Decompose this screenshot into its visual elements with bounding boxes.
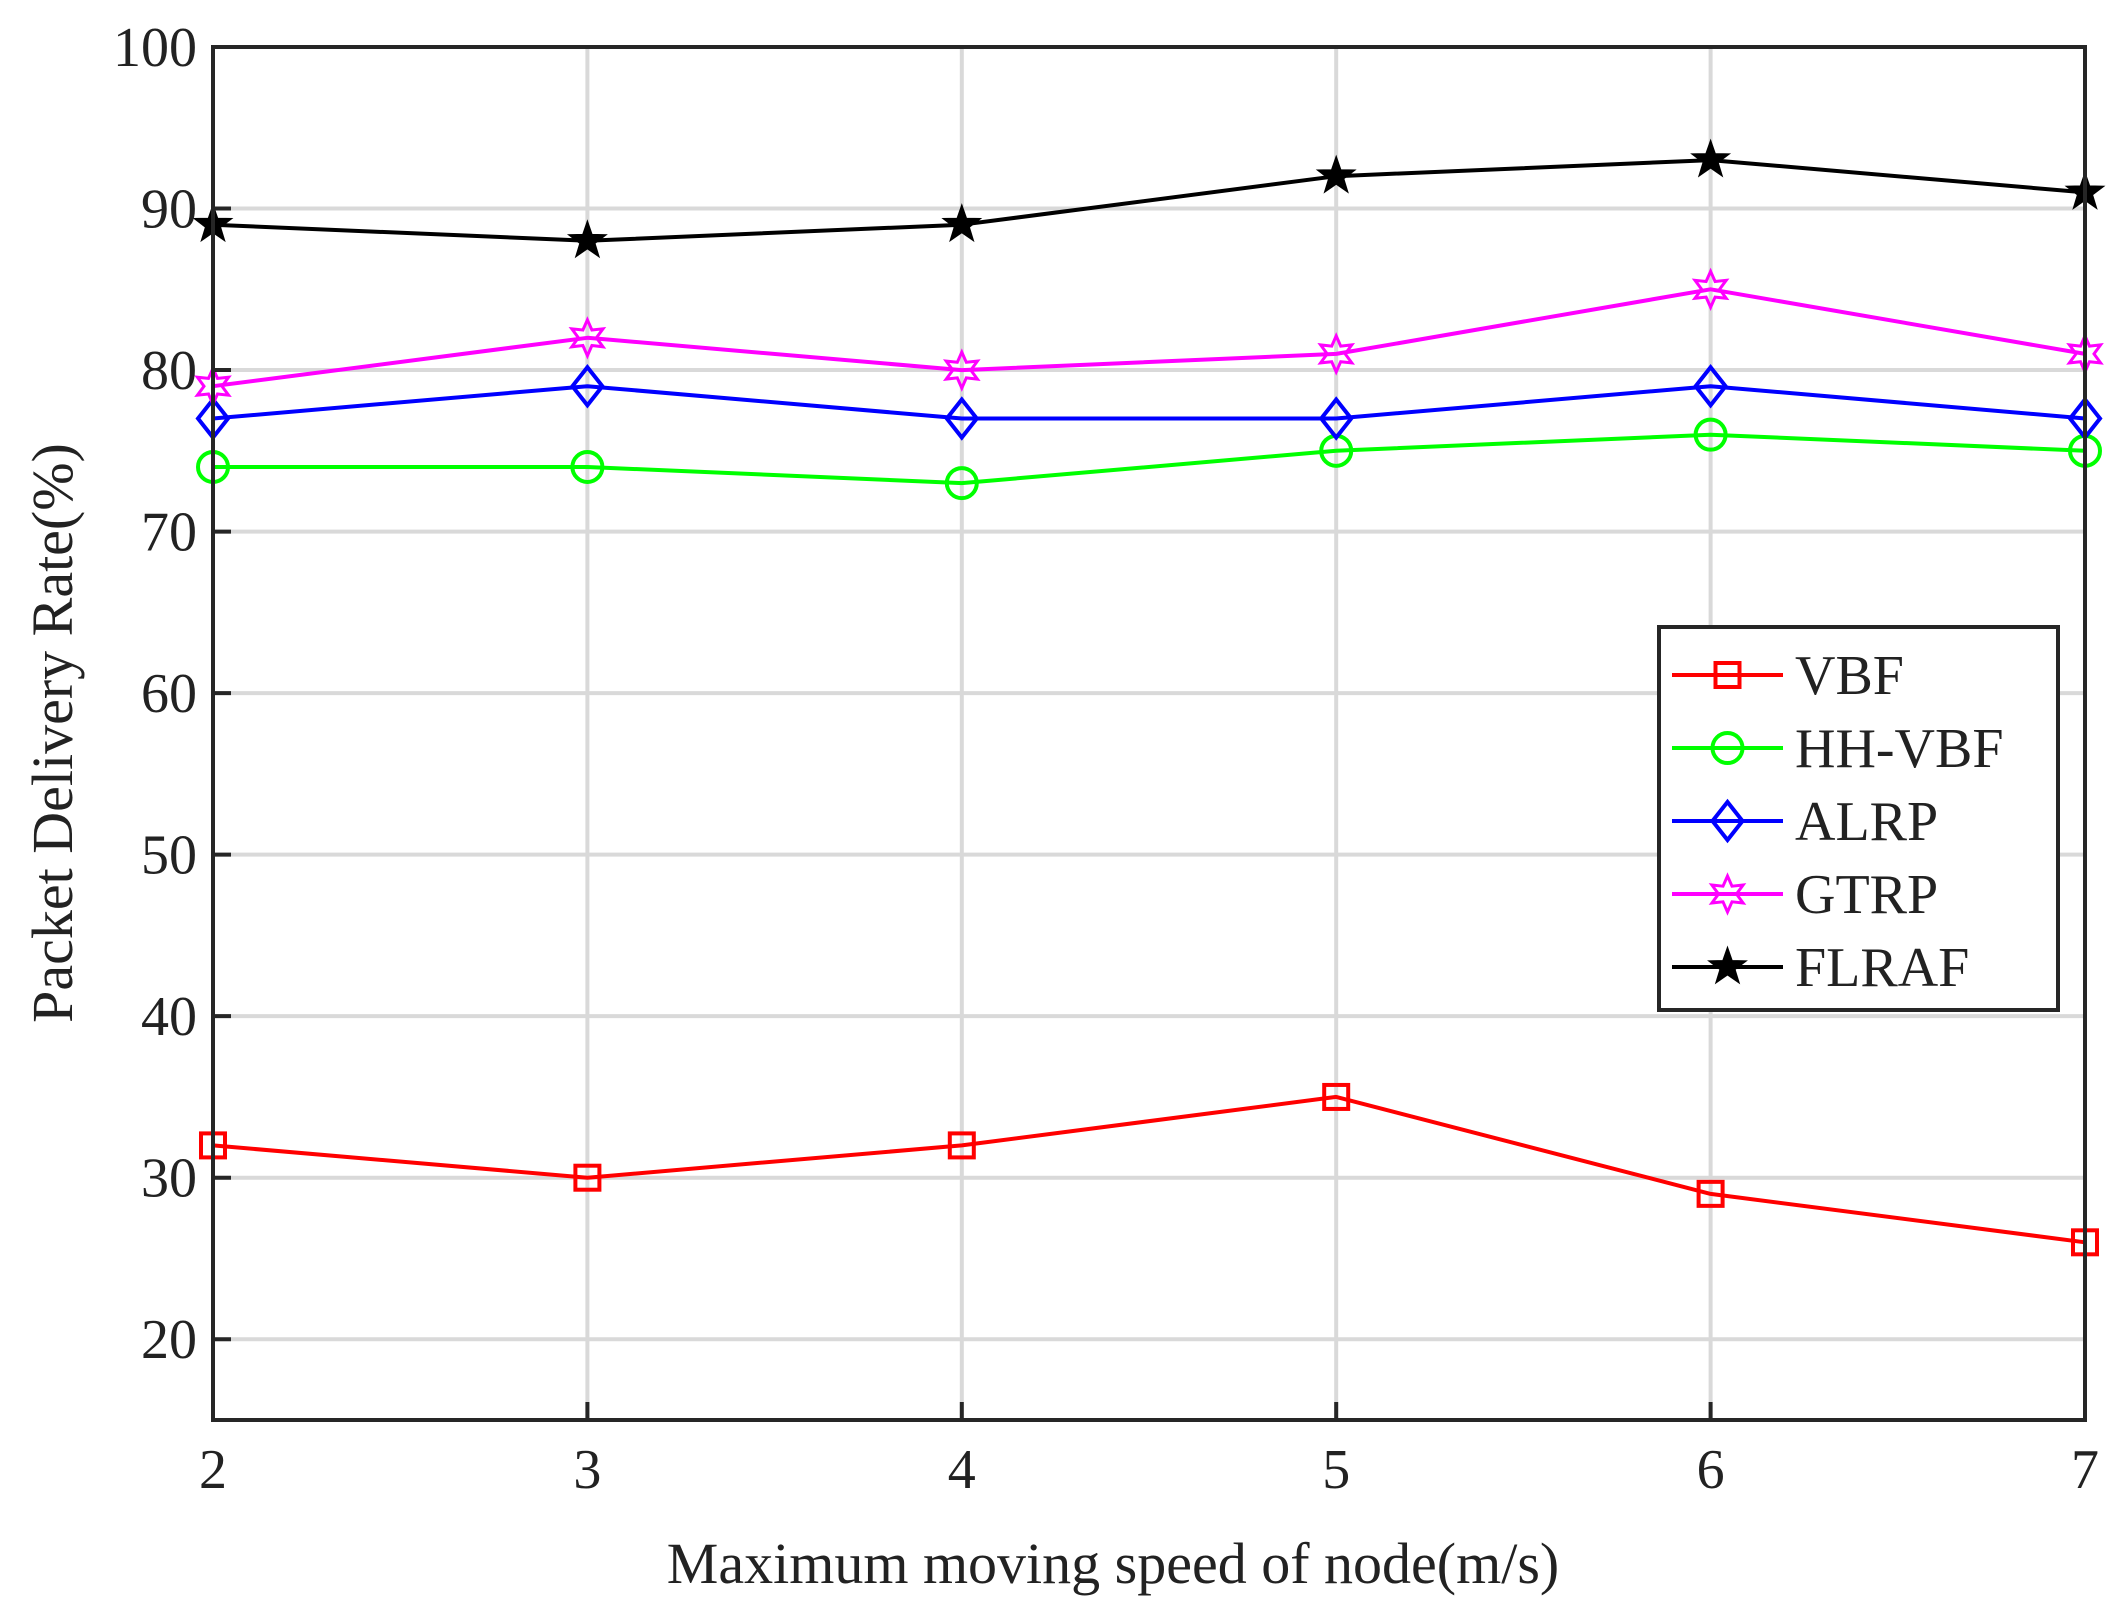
- data-point-vbf: [947, 1131, 976, 1160]
- series-alrp: [195, 363, 2103, 441]
- legend-marker-flraf: [1707, 945, 1748, 985]
- y-tick-label: 70: [141, 502, 197, 564]
- legend-box: [1657, 625, 2060, 1012]
- legend-marker-alrp: [1709, 798, 1746, 844]
- y-tick-label: 20: [141, 1309, 197, 1371]
- series-line-flraf: [212, 158, 2086, 243]
- data-point-gtrp: [1691, 267, 1730, 312]
- x-tick-label: 5: [1322, 1439, 1350, 1501]
- y-axis-title: Packet Delivery Rate(%): [20, 443, 85, 1023]
- series-line-hh-vbf: [213, 432, 2086, 486]
- legend-marker-vbf: [1713, 661, 1742, 689]
- series-line-vbf: [212, 1094, 2086, 1245]
- data-point-alrp: [1693, 363, 1729, 409]
- data-point-hh-vbf: [570, 449, 605, 484]
- tick-labels: 2 3 4 5 6 7 20 30 40 50 60 70 80 90 100: [113, 17, 2099, 1501]
- data-point-hh-vbf: [944, 466, 979, 501]
- data-point-flraf: [941, 203, 983, 243]
- series-line-gtrp: [212, 287, 2086, 389]
- data-point-gtrp: [568, 316, 607, 360]
- x-tick-label: 7: [2071, 1439, 2099, 1501]
- x-tick-label: 6: [1697, 1439, 1725, 1501]
- x-tick-label: 2: [199, 1439, 227, 1501]
- data-point-hh-vbf: [1693, 417, 1728, 452]
- data-point-flraf: [1315, 154, 1357, 194]
- x-tick-label: 4: [948, 1439, 976, 1501]
- legend: VBF HH-VBF ALRP GTRP FLRAF: [1657, 625, 2060, 1012]
- y-tick-label: 100: [113, 17, 197, 79]
- x-axis-title: Maximum moving speed of node(m/s): [667, 1531, 1559, 1596]
- y-tick-label: 60: [141, 663, 197, 725]
- data-point-gtrp: [942, 348, 981, 392]
- axis-ticks: [211, 45, 2087, 1420]
- legend-items: VBF HH-VBF ALRP GTRP FLRAF: [1672, 645, 2003, 999]
- data-point-alrp: [1318, 396, 1354, 441]
- data-point-flraf: [1690, 138, 1732, 178]
- legend-marker-gtrp: [1708, 872, 1747, 916]
- series-line-alrp: [212, 384, 2086, 421]
- y-tick-label: 90: [141, 179, 197, 241]
- x-tick-label: 3: [573, 1439, 601, 1501]
- legend-label-hh-vbf: HH-VBF: [1795, 718, 2003, 780]
- y-tick-label: 50: [141, 825, 197, 887]
- data-point-flraf: [566, 219, 608, 259]
- y-tick-label: 80: [141, 340, 197, 402]
- data-point-alrp: [569, 363, 605, 409]
- data-point-vbf: [1696, 1179, 1725, 1208]
- legend-marker-hh-vbf: [1710, 731, 1745, 765]
- legend-label-alrp: ALRP: [1795, 791, 1938, 853]
- legend-label-vbf: VBF: [1795, 645, 1904, 707]
- plot-frame: [211, 45, 2087, 1422]
- y-tick-label: 40: [141, 986, 197, 1048]
- data-point-vbf: [573, 1163, 602, 1192]
- y-tick-label: 30: [141, 1148, 197, 1210]
- legend-label-flraf: FLRAF: [1795, 937, 1969, 999]
- data-point-gtrp: [1317, 332, 1356, 376]
- data-point-vbf: [1322, 1082, 1351, 1111]
- legend-label-gtrp: GTRP: [1795, 864, 1938, 926]
- data-point-alrp: [944, 396, 980, 441]
